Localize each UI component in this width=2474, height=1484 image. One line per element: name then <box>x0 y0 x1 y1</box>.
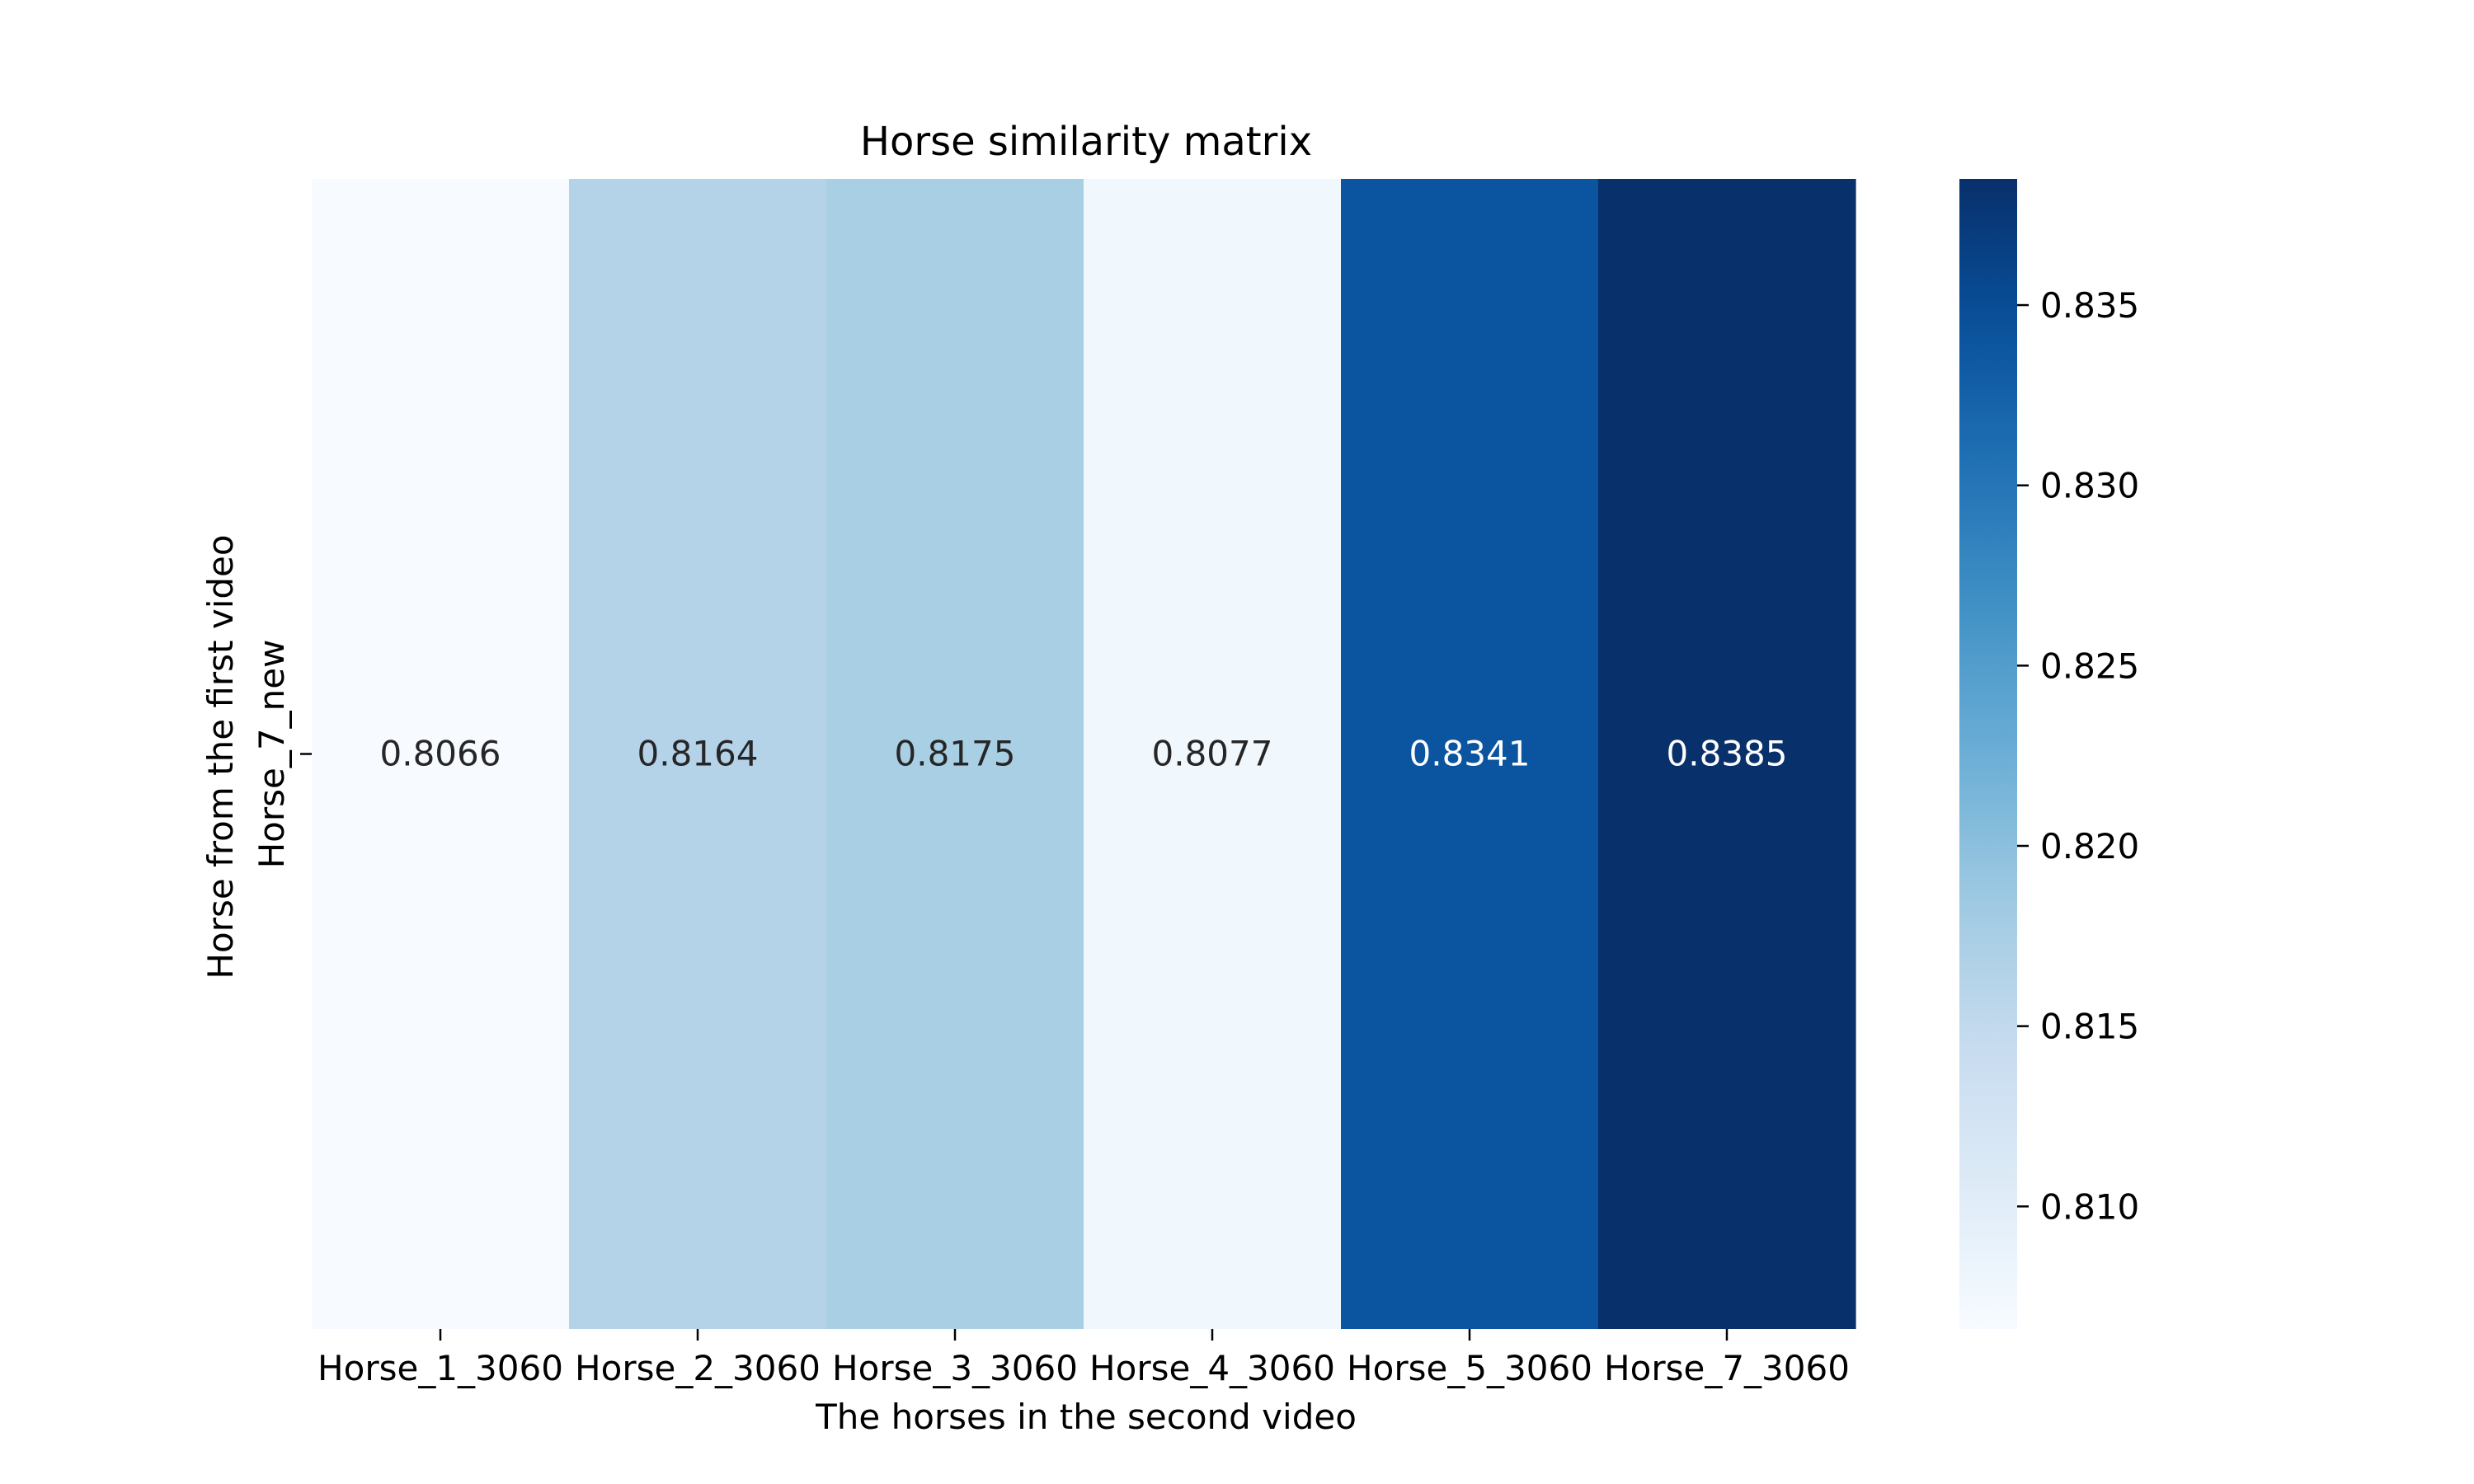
colorbar-tick-label: 0.825 <box>2040 646 2139 686</box>
heatmap-cell-horse-5-3060 <box>1341 179 1599 1329</box>
heatmap-cell-labels: 0.8066 0.8164 0.8175 0.8077 0.8341 0.8385 <box>380 734 1788 774</box>
y-axis-label: Horse from the first video <box>200 534 241 979</box>
colorbar-ticks: 0.810 0.815 0.820 0.825 0.830 0.835 <box>2017 285 2139 1227</box>
y-axis-ticks: Horse_7_new <box>252 640 312 869</box>
cell-value-label: 0.8164 <box>637 734 759 774</box>
x-tick-label-horse-3-3060: Horse_3_3060 <box>832 1348 1078 1388</box>
y-tick-label-horse-7-new: Horse_7_new <box>252 640 292 869</box>
colorbar-tick-label: 0.835 <box>2040 285 2139 326</box>
x-tick-label-horse-4-3060: Horse_4_3060 <box>1089 1348 1335 1388</box>
cell-value-label: 0.8341 <box>1409 734 1531 774</box>
colorbar-tick-label: 0.820 <box>2040 826 2139 866</box>
colorbar: 0.810 0.815 0.820 0.825 0.830 0.835 <box>1959 179 2139 1329</box>
chart-title: Horse similarity matrix <box>860 119 1312 165</box>
cell-value-label: 0.8175 <box>895 734 1016 774</box>
colorbar-gradient <box>1959 179 2017 1329</box>
colorbar-tick-label: 0.815 <box>2040 1007 2139 1047</box>
cell-value-label: 0.8077 <box>1152 734 1273 774</box>
x-tick-label-horse-5-3060: Horse_5_3060 <box>1347 1348 1592 1388</box>
x-tick-label-horse-7-3060: Horse_7_3060 <box>1604 1348 1850 1388</box>
heatmap-cell-horse-1-3060 <box>312 179 570 1329</box>
heatmap-cells <box>312 179 1856 1329</box>
heatmap-cell-horse-4-3060 <box>1084 179 1342 1329</box>
x-tick-label-horse-2-3060: Horse_2_3060 <box>575 1348 821 1388</box>
x-tick-label-horse-1-3060: Horse_1_3060 <box>317 1348 563 1388</box>
colorbar-tick-label: 0.810 <box>2040 1186 2139 1227</box>
heatmap-cell-horse-2-3060 <box>569 179 827 1329</box>
heatmap-cell-horse-3-3060 <box>826 179 1084 1329</box>
x-axis-ticks: Horse_1_3060 Horse_2_3060 Horse_3_3060 Hors… <box>317 1329 1850 1388</box>
colorbar-tick-label: 0.830 <box>2040 466 2139 506</box>
cell-value-label: 0.8385 <box>1667 734 1788 774</box>
heatmap-cell-horse-7-3060 <box>1598 179 1856 1329</box>
x-axis-label: The horses in the second video <box>815 1397 1357 1437</box>
cell-value-label: 0.8066 <box>380 734 501 774</box>
